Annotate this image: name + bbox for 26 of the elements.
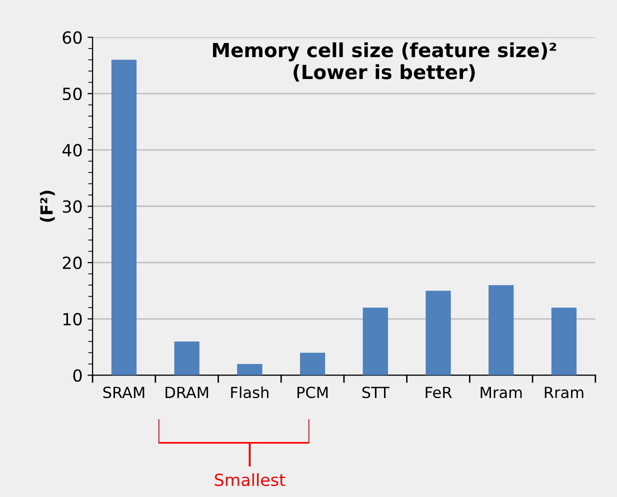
x-tick-label: PCM [298, 386, 328, 398]
x-tick-label: STT [362, 386, 390, 398]
x-tick-label: DRAM [166, 386, 208, 398]
bar [551, 308, 577, 376]
text: Smallest [214, 473, 286, 486]
x-tick-label: SRAM [103, 386, 144, 398]
y-tick-label: 0 [73, 369, 82, 382]
y-tick-label: 60 [62, 31, 82, 44]
y-tick-label: 40 [62, 144, 82, 156]
y-tick-label: 20 [62, 256, 82, 270]
bar [362, 308, 388, 376]
text: Memory cell size (feature size)² (Lower is better) [212, 42, 556, 82]
y-axis-title: (F²) [40, 190, 55, 222]
x-tick-label: Flash [231, 386, 268, 398]
y-tick-label: 10 [63, 312, 82, 326]
bar [237, 364, 262, 376]
bar [174, 341, 200, 376]
bar [111, 60, 137, 376]
y-tick-label: 30 [62, 200, 82, 213]
y-tick-label: 50 [62, 88, 82, 100]
bar [488, 285, 514, 376]
x-tick-label: FeR [426, 386, 452, 398]
x-tick-label: Mram [480, 386, 522, 398]
x-tick-label: Rram [544, 386, 584, 398]
bar [300, 352, 326, 376]
bar [426, 290, 451, 376]
